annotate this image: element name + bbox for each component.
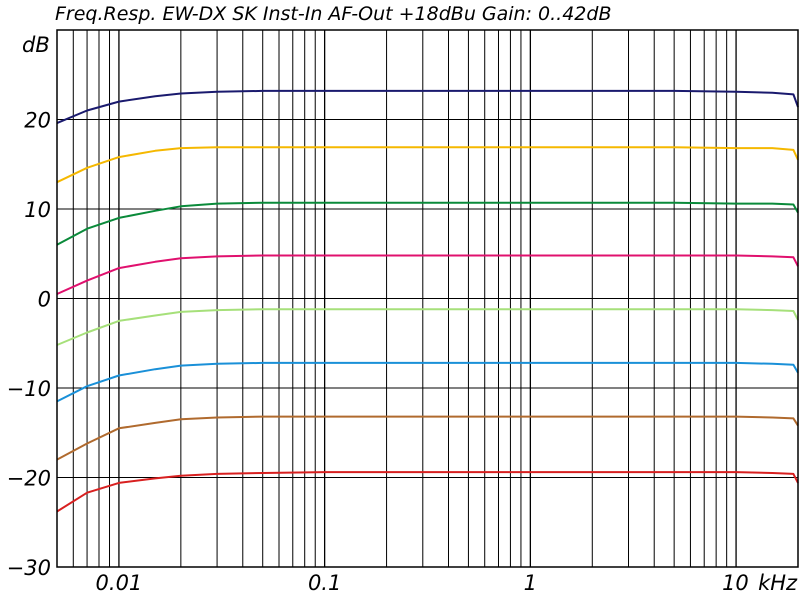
y-axis-label: dB <box>22 33 50 57</box>
series-line-5 <box>56 308 799 346</box>
series-line-6 <box>56 361 799 403</box>
x-unit-label: kHz <box>758 571 798 594</box>
series-layer <box>56 89 799 513</box>
x-tick-label: 10 <box>722 571 749 594</box>
x-tick-label: 0.1 <box>308 571 341 594</box>
x-tick-label: 0.01 <box>96 571 143 594</box>
x-tick-label: 1 <box>524 571 537 594</box>
x-tick-labels: 0.01 0.1 1 10 kHz <box>96 571 798 594</box>
series-line-4 <box>56 254 799 295</box>
y-tick-label: −20 <box>7 467 51 491</box>
series-line-2 <box>56 146 799 184</box>
y-tick-label: 20 <box>24 109 51 133</box>
y-tick-label: 0 <box>38 288 51 312</box>
y-tick-label: 10 <box>24 198 51 222</box>
y-tick-labels: 20 10 0 −10 −20 −30 <box>7 109 51 581</box>
series-line-1 <box>56 89 799 125</box>
y-tick-label: −10 <box>7 377 51 401</box>
series-line-8 <box>56 471 799 513</box>
plot-frame <box>56 29 799 568</box>
chart-title: Freq.Resp. EW-DX SK Inst-In AF-Out +18dB… <box>55 3 611 25</box>
horizontal-gridlines <box>57 29 798 568</box>
series-line-3 <box>56 201 799 246</box>
y-tick-label: −30 <box>7 556 51 580</box>
series-line-7 <box>56 415 799 461</box>
